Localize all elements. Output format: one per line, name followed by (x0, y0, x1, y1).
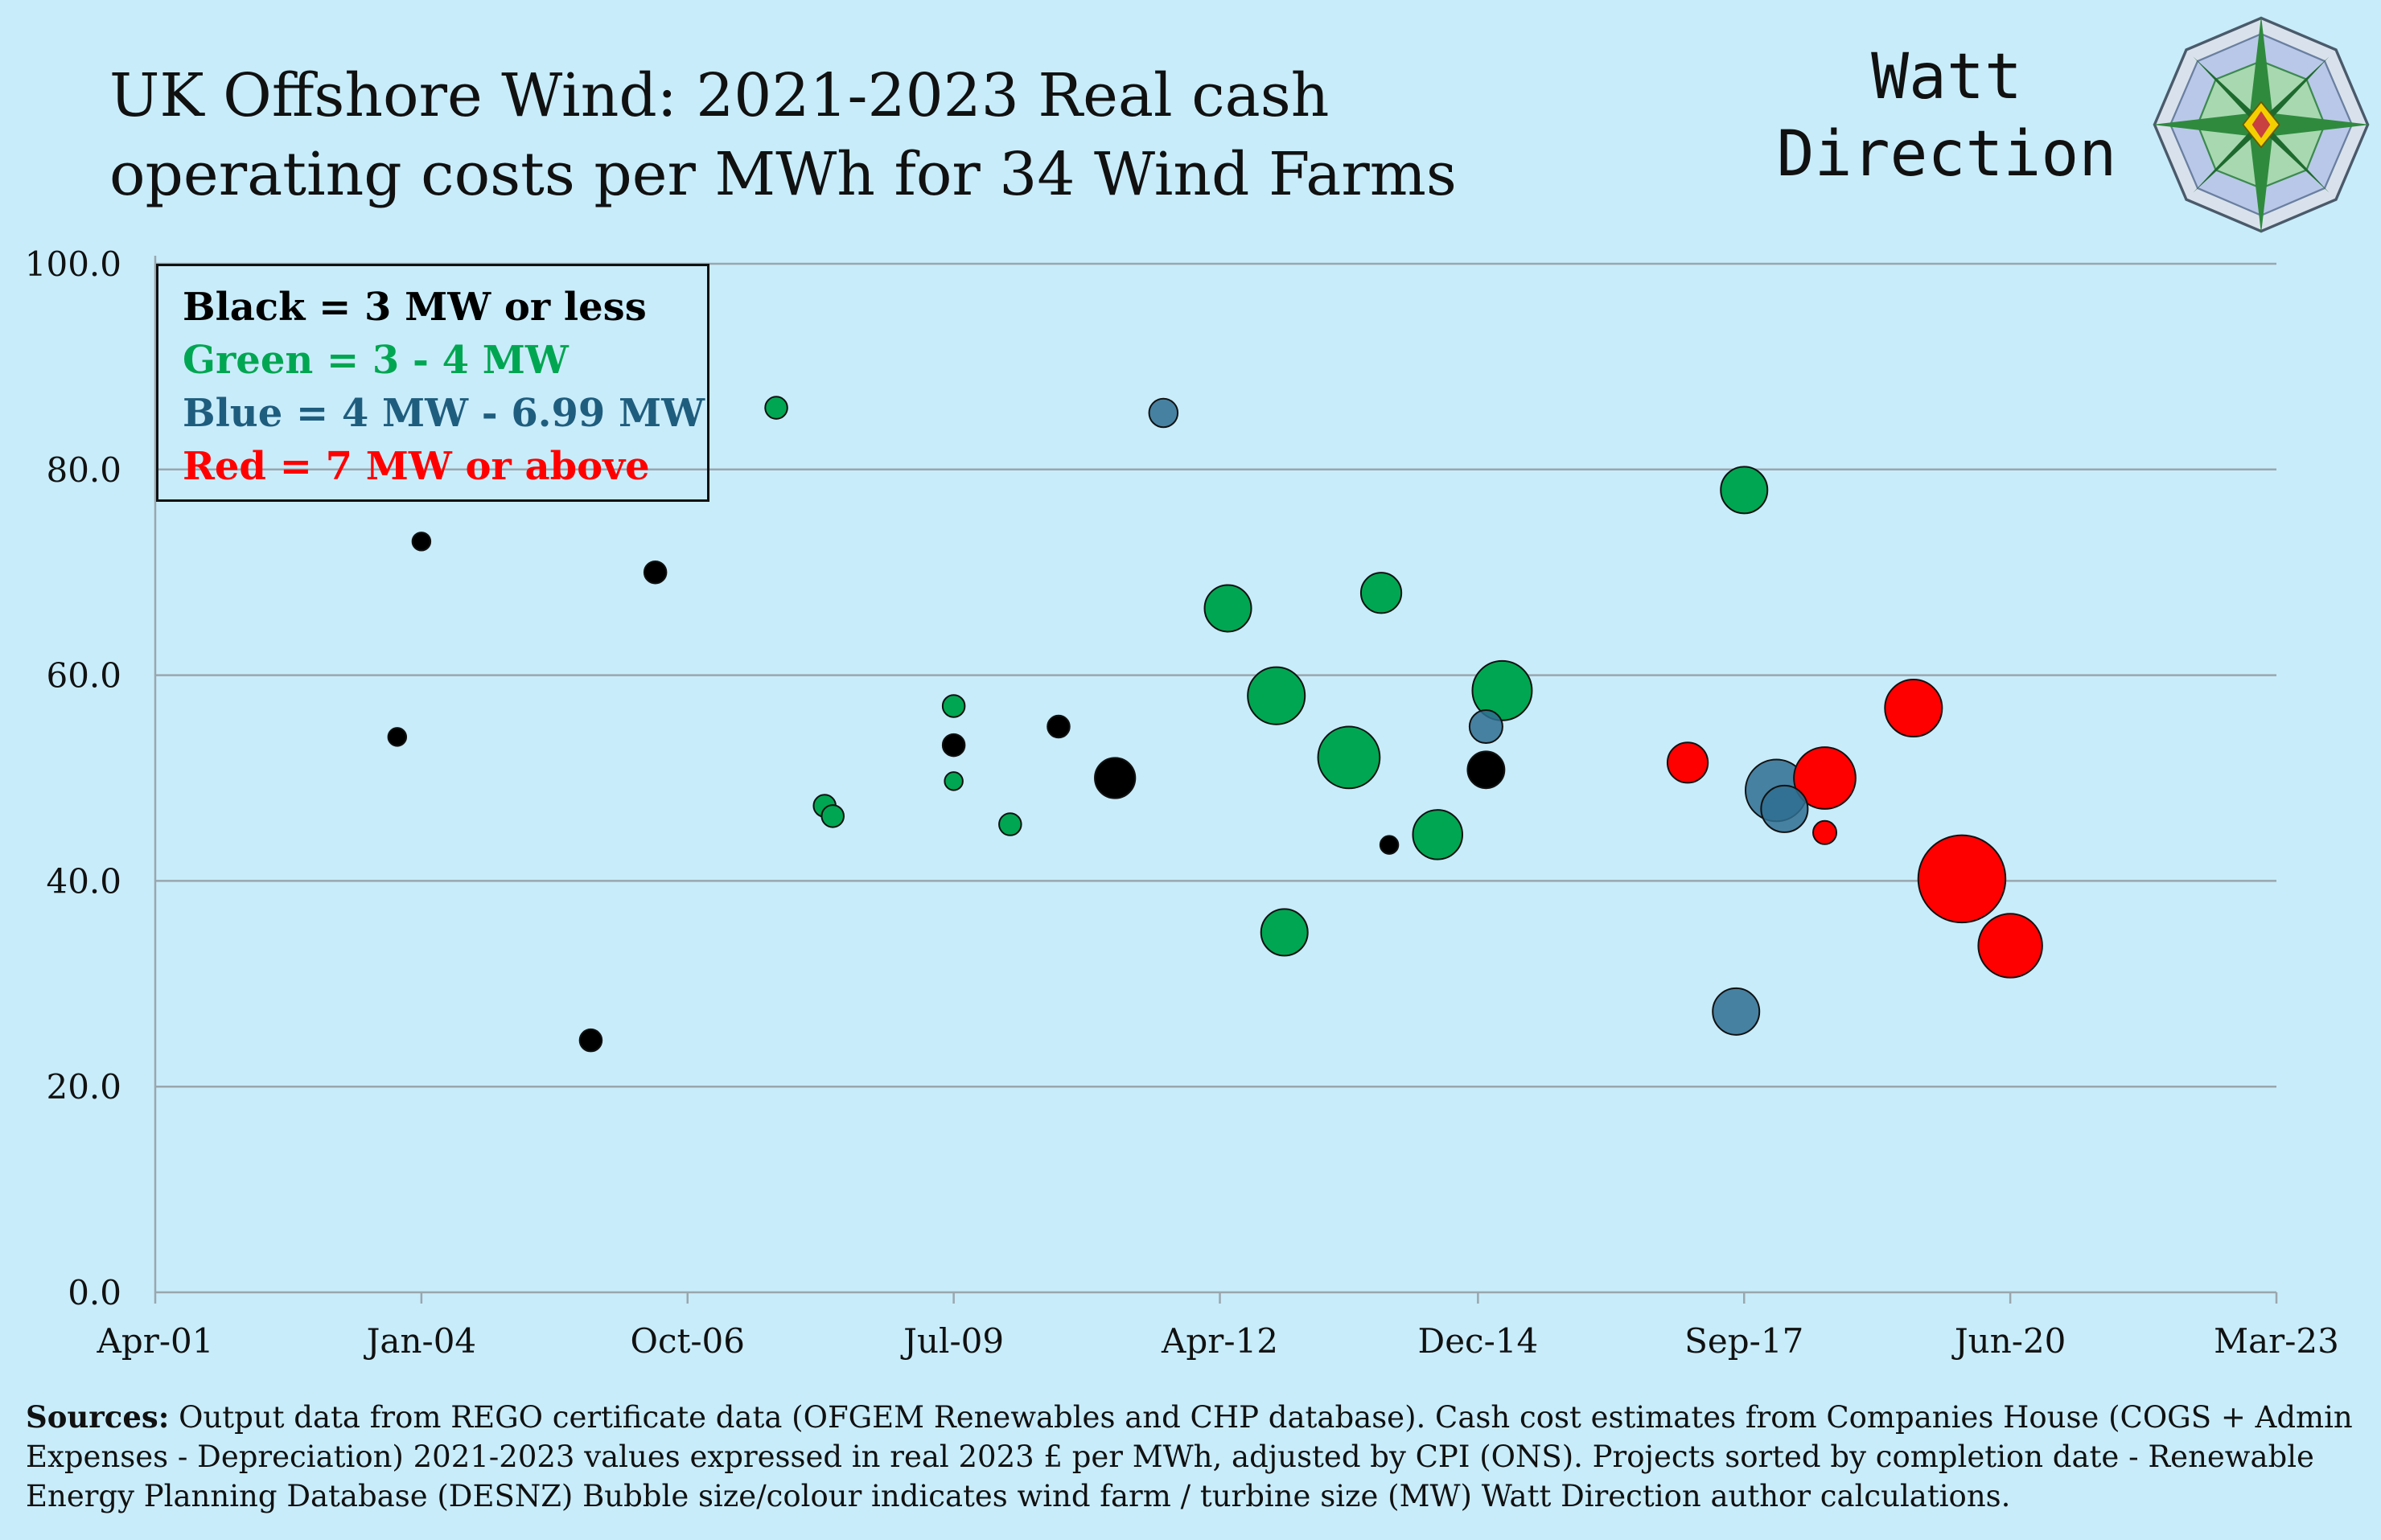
legend-item-blue: Blue = 4 MW - 6.99 MW (183, 391, 705, 436)
x-tick-label: Oct-06 (631, 1321, 745, 1361)
bubble-red (1917, 834, 2007, 924)
bubble-green (1471, 659, 1533, 721)
sources-note: Sources: Output data from REGO certifica… (26, 1398, 2358, 1516)
brand-line-2: Direction (1776, 118, 2117, 191)
bubble-blue (1148, 397, 1179, 429)
bubble-black (941, 733, 966, 758)
bubble-red (1977, 913, 2043, 979)
legend-item-black: Black = 3 MW or less (183, 285, 647, 330)
bubble-black (643, 560, 668, 585)
title-line-1: UK Offshore Wind: 2021-2023 Real cash (109, 61, 1330, 130)
bubble-green (820, 804, 845, 828)
y-tick-label: 40.0 (46, 861, 121, 901)
brand-name: Watt Direction (1737, 39, 2156, 193)
legend-item-red: Red = 7 MW or above (183, 444, 650, 489)
sources-label: Sources: (26, 1399, 170, 1435)
axes (154, 256, 2278, 1304)
bubble-green (941, 694, 966, 718)
x-tick-label: Apr-01 (97, 1321, 214, 1361)
bubble-red (1793, 746, 1857, 810)
sources-text: Output data from REGO certificate data (… (26, 1400, 2353, 1513)
bubble-black (1466, 750, 1506, 790)
bubble-green (1203, 584, 1252, 633)
x-tick-label: Mar-23 (2214, 1321, 2339, 1361)
bubble-blue (1760, 784, 1809, 833)
x-tick-label: Jul-09 (900, 1321, 1004, 1361)
bubble-green (1260, 908, 1309, 957)
bubbles (387, 396, 2043, 1053)
bubble-green (1720, 466, 1769, 515)
y-tick-label: 20.0 (46, 1067, 121, 1107)
x-tick-label: Apr-12 (1161, 1321, 1278, 1361)
y-axis-tick-labels: 0.0 20.0 40.0 60.0 80.0 100.0 (25, 244, 121, 1312)
x-tick-label: Dec-14 (1418, 1321, 1539, 1361)
chart-title: UK Offshore Wind: 2021-2023 Real cash op… (109, 56, 1638, 214)
title-line-2: operating costs per MWh for 34 Wind Farm… (109, 140, 1457, 209)
brand-line-1: Watt (1871, 41, 2022, 113)
bubble-red (1666, 741, 1709, 784)
bubble-green (764, 396, 788, 420)
legend: Black = 3 MW or less Green = 3 - 4 MW Bl… (156, 264, 709, 502)
x-axis-tick-labels: Apr-01 Jan-04 Oct-06 Jul-09 Apr-12 Dec-14 Sep-… (97, 1321, 2339, 1361)
bubble-green (1317, 725, 1381, 790)
bubble-black (578, 1028, 603, 1053)
bubble-red (1884, 679, 1943, 738)
bubble-green (1247, 666, 1306, 725)
bubble-black (1379, 835, 1400, 855)
y-tick-label: 0.0 (68, 1273, 121, 1312)
legend-item-green: Green = 3 - 4 MW (183, 338, 569, 383)
bubble-black (411, 532, 432, 552)
bubble-green (1359, 572, 1403, 614)
x-tick-label: Jan-04 (364, 1321, 477, 1361)
bubble-black (387, 727, 408, 747)
y-tick-label: 100.0 (25, 244, 121, 284)
compass-rose-icon (2152, 15, 2371, 234)
y-tick-label: 80.0 (46, 450, 121, 490)
x-tick-label: Sep-17 (1684, 1321, 1803, 1361)
bubble-blue (1712, 987, 1761, 1036)
bubble-black (1094, 757, 1137, 799)
bubble-green (944, 771, 964, 791)
bubble-green (998, 812, 1022, 836)
bubble-blue (1468, 709, 1503, 745)
bubble-green (1412, 809, 1463, 860)
bubble-red (1812, 819, 1838, 845)
x-tick-label: Jun-20 (1951, 1321, 2066, 1361)
y-tick-label: 60.0 (46, 656, 121, 696)
bubble-black (1047, 714, 1071, 739)
